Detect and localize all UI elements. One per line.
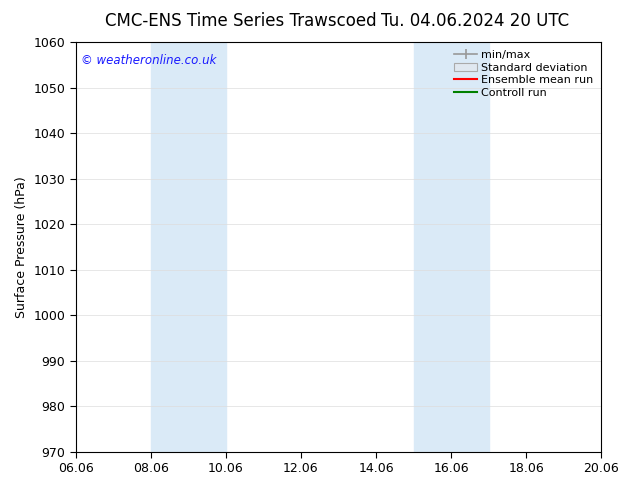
Bar — [151, 42, 226, 452]
Bar — [413, 42, 489, 452]
Y-axis label: Surface Pressure (hPa): Surface Pressure (hPa) — [15, 176, 28, 318]
Text: CMC-ENS Time Series Trawscoed: CMC-ENS Time Series Trawscoed — [105, 12, 377, 30]
Text: Tu. 04.06.2024 20 UTC: Tu. 04.06.2024 20 UTC — [382, 12, 569, 30]
Legend: min/max, Standard deviation, Ensemble mean run, Controll run: min/max, Standard deviation, Ensemble me… — [452, 48, 595, 100]
Text: © weatheronline.co.uk: © weatheronline.co.uk — [81, 54, 216, 67]
